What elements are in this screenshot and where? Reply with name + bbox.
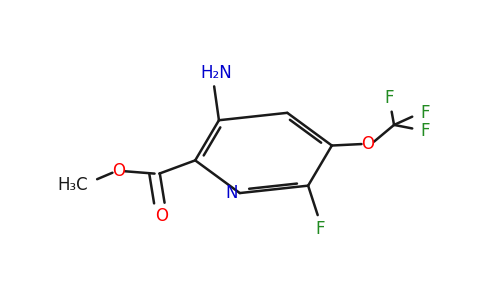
Text: O: O: [361, 135, 374, 153]
Text: N: N: [226, 184, 238, 202]
Text: H₂N: H₂N: [201, 64, 232, 82]
Text: F: F: [384, 89, 394, 107]
Text: F: F: [316, 220, 325, 238]
Text: F: F: [421, 122, 430, 140]
Text: O: O: [112, 162, 125, 180]
Text: O: O: [155, 208, 168, 226]
Text: F: F: [421, 104, 430, 122]
Text: H₃C: H₃C: [57, 176, 88, 194]
